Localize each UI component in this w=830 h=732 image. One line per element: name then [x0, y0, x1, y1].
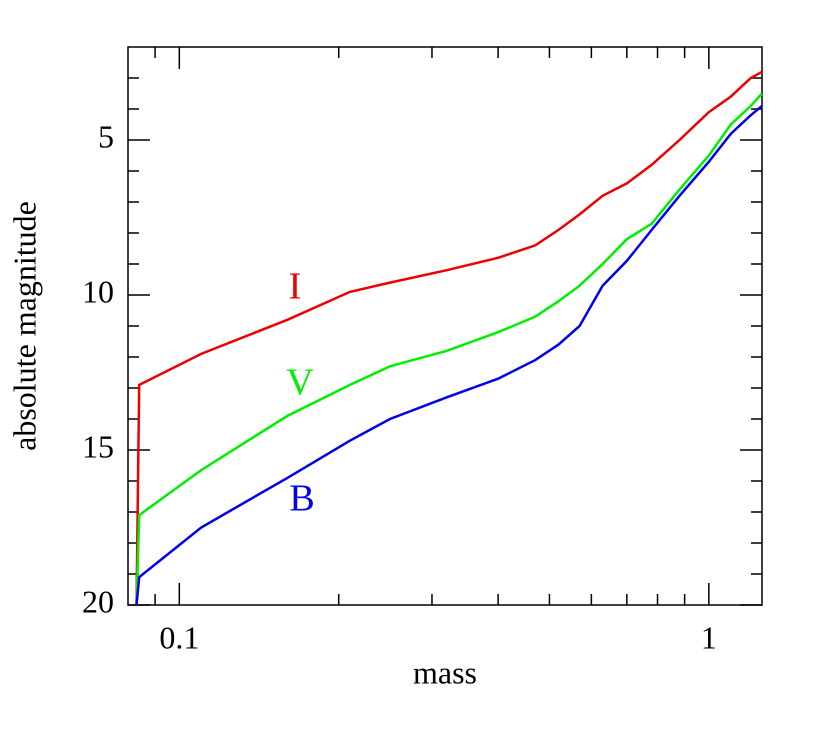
series-label: I	[289, 266, 302, 308]
series-label: B	[289, 478, 314, 520]
series-line	[135, 92, 763, 606]
series-label: V	[286, 362, 314, 404]
x-tick-label: 0.1	[159, 619, 199, 655]
series-line	[135, 104, 763, 606]
plot-frame	[127, 46, 763, 606]
y-tick-label: 15	[82, 428, 114, 464]
series-line	[135, 70, 763, 606]
y-tick-label: 10	[82, 273, 114, 309]
y-axis-label: absolute magnitude	[6, 201, 42, 451]
y-tick-label: 5	[98, 118, 114, 154]
x-axis-label: mass	[413, 654, 477, 690]
y-tick-label: 20	[82, 583, 114, 619]
x-tick-label: 1	[701, 619, 717, 655]
